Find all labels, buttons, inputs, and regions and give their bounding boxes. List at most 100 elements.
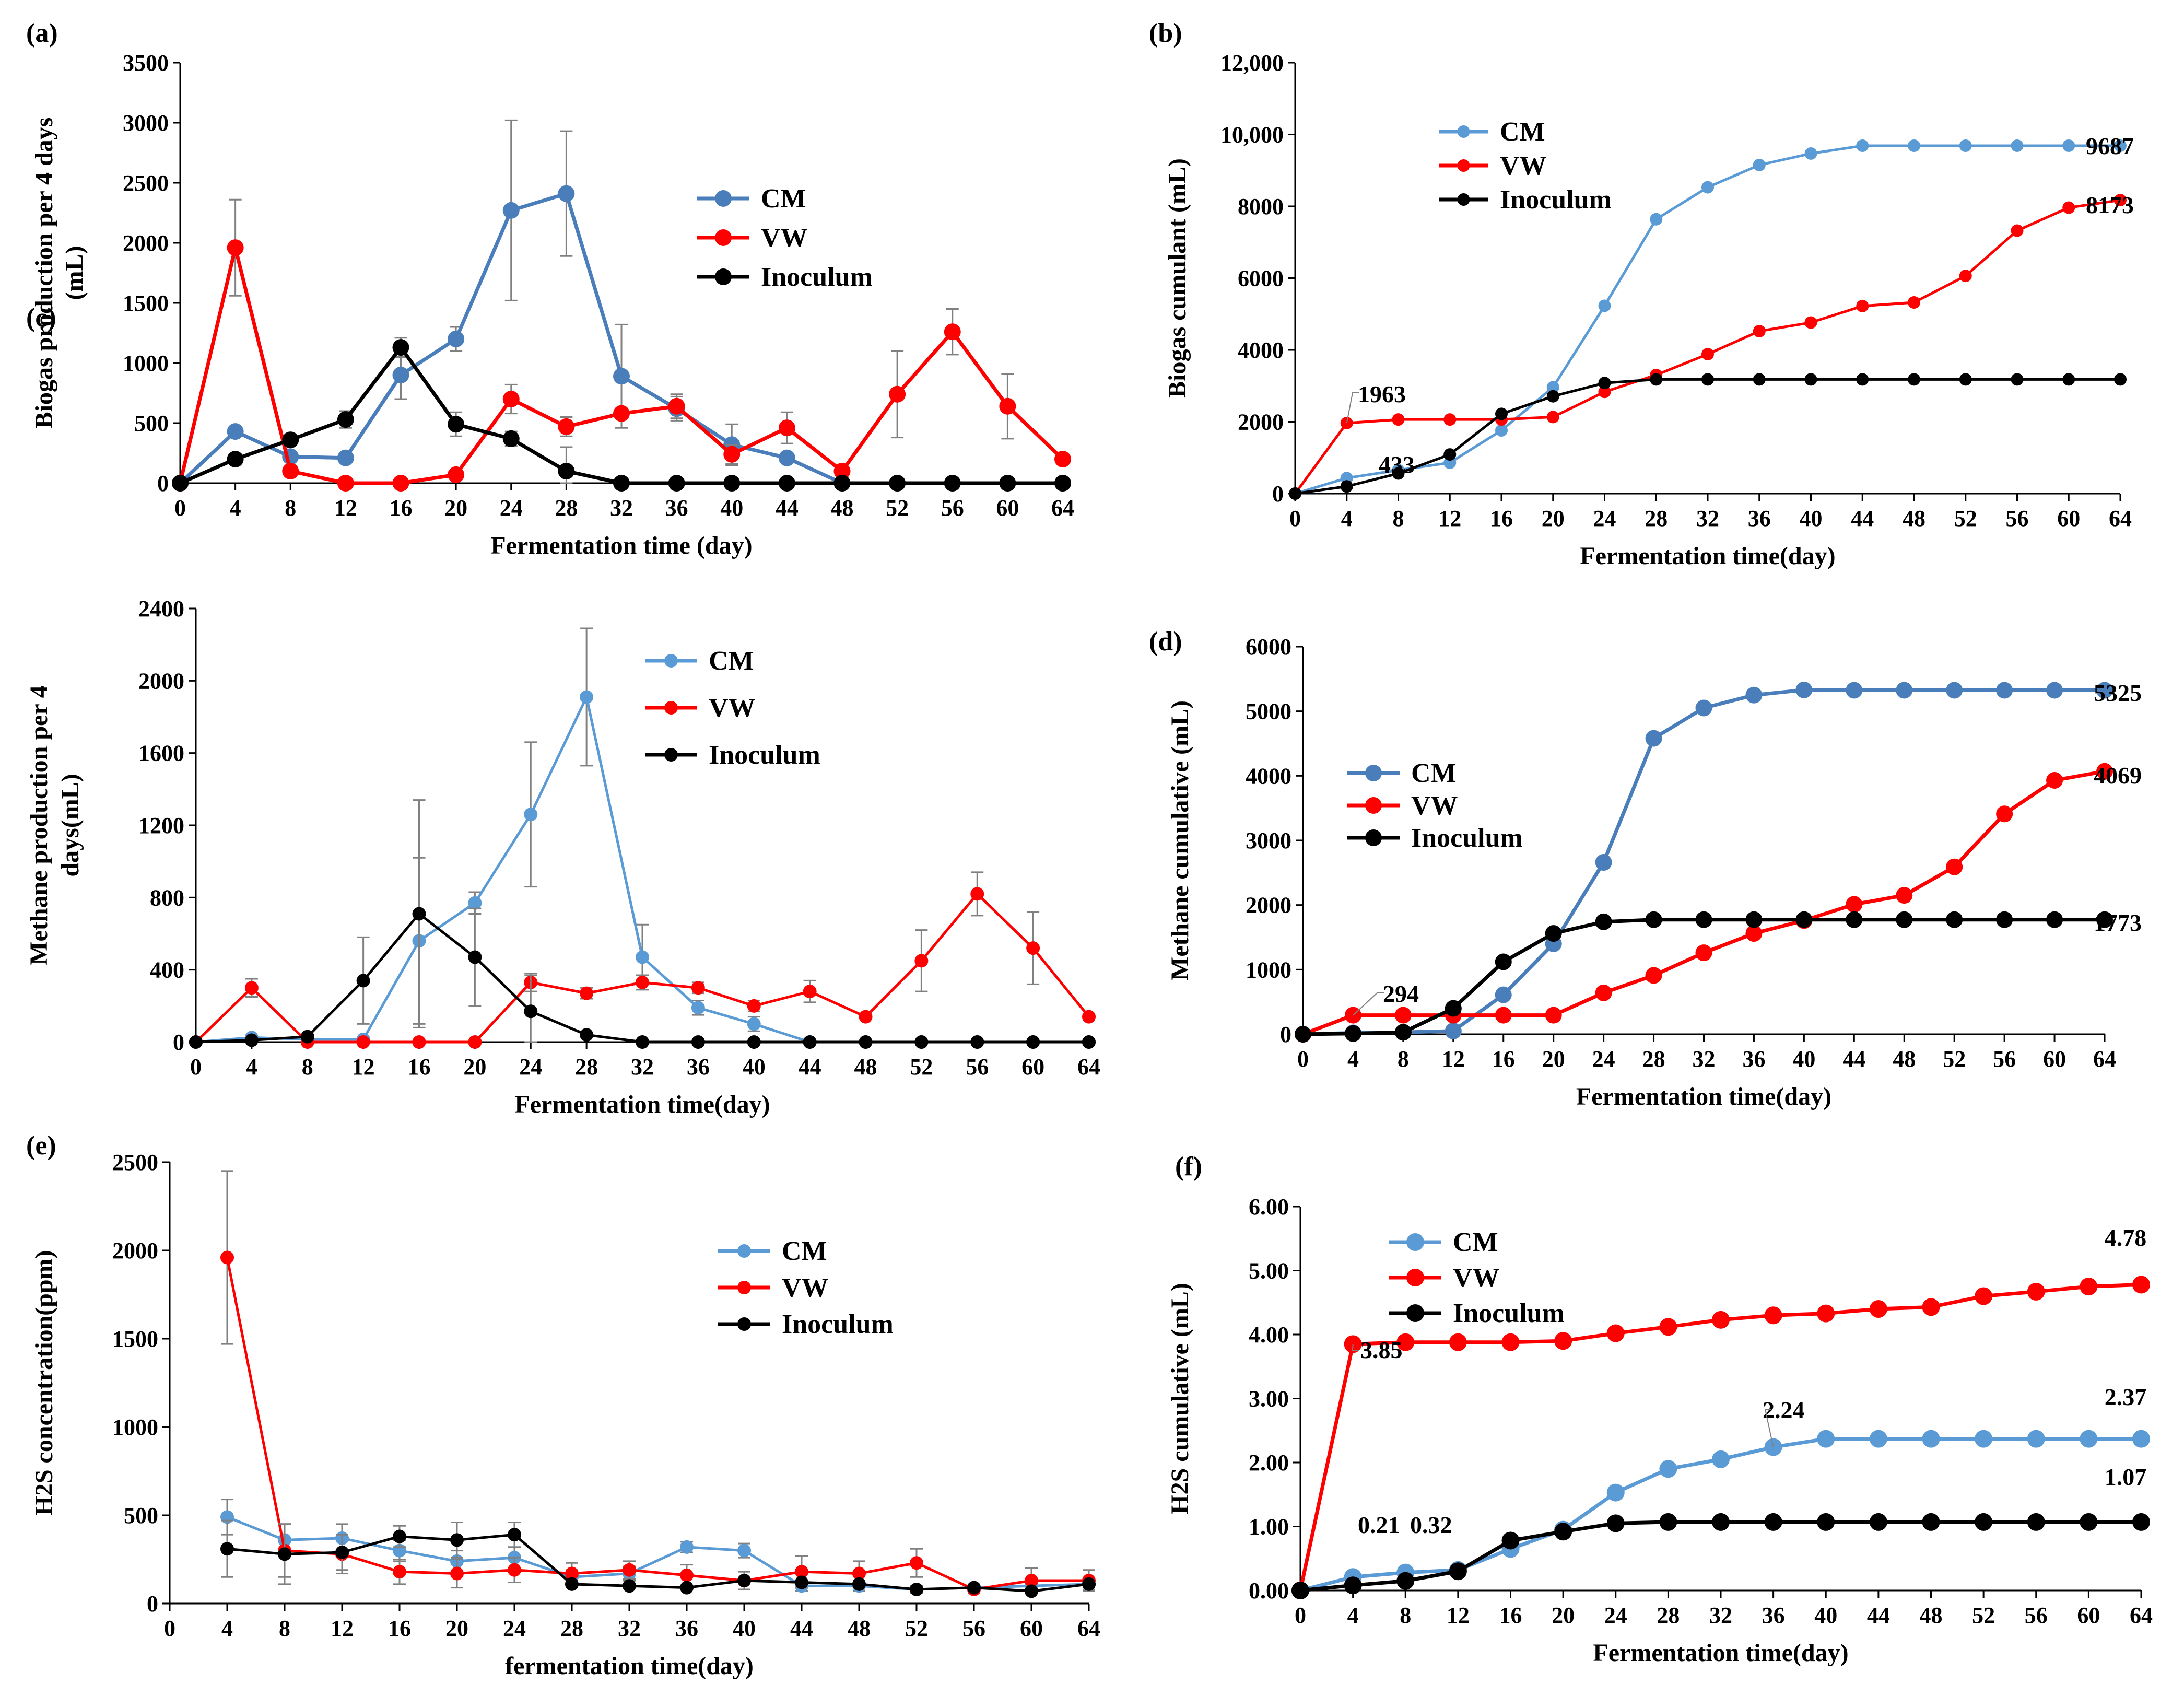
data-point xyxy=(1650,213,1663,226)
x-tick-label: 48 xyxy=(1893,1046,1916,1072)
y-tick-label: 2500 xyxy=(123,170,169,196)
legend-swatch-marker xyxy=(1406,1233,1424,1251)
x-tick-label: 40 xyxy=(1800,506,1823,531)
data-point xyxy=(1908,296,1920,309)
x-tick-label: 16 xyxy=(390,495,413,521)
x-tick-label: 44 xyxy=(1867,1602,1890,1628)
data-point xyxy=(1445,1000,1462,1017)
x-tick-label: 16 xyxy=(1492,1046,1515,1072)
legend: CM VW Inoculum xyxy=(1389,1227,1565,1328)
data-point xyxy=(1554,1523,1572,1541)
data-point xyxy=(910,1556,923,1570)
data-point xyxy=(356,1035,370,1049)
legend-swatch-marker xyxy=(715,268,732,285)
data-point xyxy=(1846,896,1863,913)
legend-swatch-marker xyxy=(1457,193,1470,206)
legend-swatch-marker xyxy=(1406,1304,1424,1322)
series-inoculum xyxy=(220,1519,1096,1598)
y-axis-title: Biogas cumulant (mL) xyxy=(1164,158,1191,398)
data-point xyxy=(1764,1306,1782,1325)
chart-panel-6: (f)0.001.002.003.004.005.006.000 4 8 12 16 20… xyxy=(1166,1152,2153,1667)
data-point xyxy=(337,449,354,466)
y-tick-label: 2500 xyxy=(112,1150,158,1175)
y-tick-label: 400 xyxy=(150,957,184,983)
panel-label: (c) xyxy=(26,303,56,333)
panel-label: (e) xyxy=(26,1131,56,1161)
x-tick-label: 12 xyxy=(1438,506,1461,531)
y-tick-label: 800 xyxy=(150,885,184,910)
x-tick-label: 32 xyxy=(618,1616,641,1641)
y-tick-label: 4000 xyxy=(1238,337,1284,363)
data-label: 1.07 xyxy=(2105,1464,2147,1490)
data-point xyxy=(1659,1318,1677,1336)
series-inoculum xyxy=(1295,911,2113,1043)
data-point xyxy=(1340,480,1353,493)
data-point xyxy=(623,1563,636,1577)
data-point xyxy=(1701,348,1714,361)
x-tick-label: 44 xyxy=(790,1616,813,1641)
data-point xyxy=(1443,413,1457,426)
data-point xyxy=(2027,1430,2045,1448)
y-tick-label: 3000 xyxy=(123,110,169,136)
y-axis-title: days(mL) xyxy=(56,774,84,876)
data-point xyxy=(1449,1333,1467,1351)
data-point xyxy=(1712,1513,1730,1531)
data-point xyxy=(2011,224,2024,237)
data-point xyxy=(1394,1007,1412,1024)
data-point xyxy=(412,907,426,921)
x-tick-label: 12 xyxy=(1442,1046,1465,1072)
series-inoculum xyxy=(172,337,1071,492)
data-point xyxy=(914,954,929,968)
x-tick-label: 8 xyxy=(279,1616,290,1641)
data-point xyxy=(1025,1574,1038,1588)
data-point xyxy=(1946,911,1963,928)
data-point xyxy=(1606,1514,1625,1532)
data-point xyxy=(999,475,1016,492)
data-point xyxy=(1595,854,1612,871)
data-point xyxy=(524,1004,538,1019)
data-point xyxy=(502,202,520,219)
series-cm xyxy=(220,1499,1096,1596)
x-tick-label: 28 xyxy=(1645,506,1668,531)
data-point xyxy=(2080,1278,2098,1296)
data-point xyxy=(1054,451,1071,467)
x-tick-label: 12 xyxy=(352,1054,375,1080)
data-point xyxy=(747,1035,761,1049)
x-tick-label: 36 xyxy=(1762,1602,1785,1628)
data-point xyxy=(335,1545,349,1559)
legend-swatch-marker xyxy=(664,748,678,762)
x-tick-label: 60 xyxy=(2077,1602,2100,1628)
data-point xyxy=(668,475,685,492)
x-axis-title: Fermentation time(day) xyxy=(1580,542,1835,570)
y-tick-label: 2000 xyxy=(1246,893,1291,918)
data-point xyxy=(508,1563,521,1577)
y-axis-title: H2S cumulative (mL) xyxy=(1166,1283,1194,1514)
x-tick-label: 36 xyxy=(665,495,688,521)
x-tick-label: 4 xyxy=(230,495,241,521)
data-point xyxy=(244,1033,259,1047)
data-point xyxy=(623,1579,636,1593)
panel-label: (a) xyxy=(26,18,58,48)
legend: CM VW Inoculum xyxy=(645,646,820,770)
data-point xyxy=(613,475,630,492)
data-point xyxy=(565,1577,579,1591)
data-label: 2.24 xyxy=(1763,1397,1805,1423)
y-tick-label: 4.00 xyxy=(1249,1322,1289,1348)
data-point xyxy=(613,368,630,385)
x-tick-label: 4 xyxy=(1347,1046,1359,1072)
x-tick-label: 32 xyxy=(631,1054,654,1080)
x-tick-label: 48 xyxy=(831,495,854,521)
data-point xyxy=(2046,771,2063,789)
y-tick-label: 0 xyxy=(1280,1022,1291,1047)
data-point xyxy=(558,185,575,202)
x-tick-label: 8 xyxy=(285,495,296,521)
data-point xyxy=(2114,194,2127,207)
legend-swatch-marker xyxy=(737,1317,751,1331)
data-point xyxy=(2096,682,2113,699)
legend-label: CM xyxy=(761,184,806,214)
data-point xyxy=(1495,424,1508,437)
x-tick-label: 44 xyxy=(1851,506,1874,531)
legend-label: VW xyxy=(761,223,808,253)
data-point xyxy=(737,1574,751,1588)
